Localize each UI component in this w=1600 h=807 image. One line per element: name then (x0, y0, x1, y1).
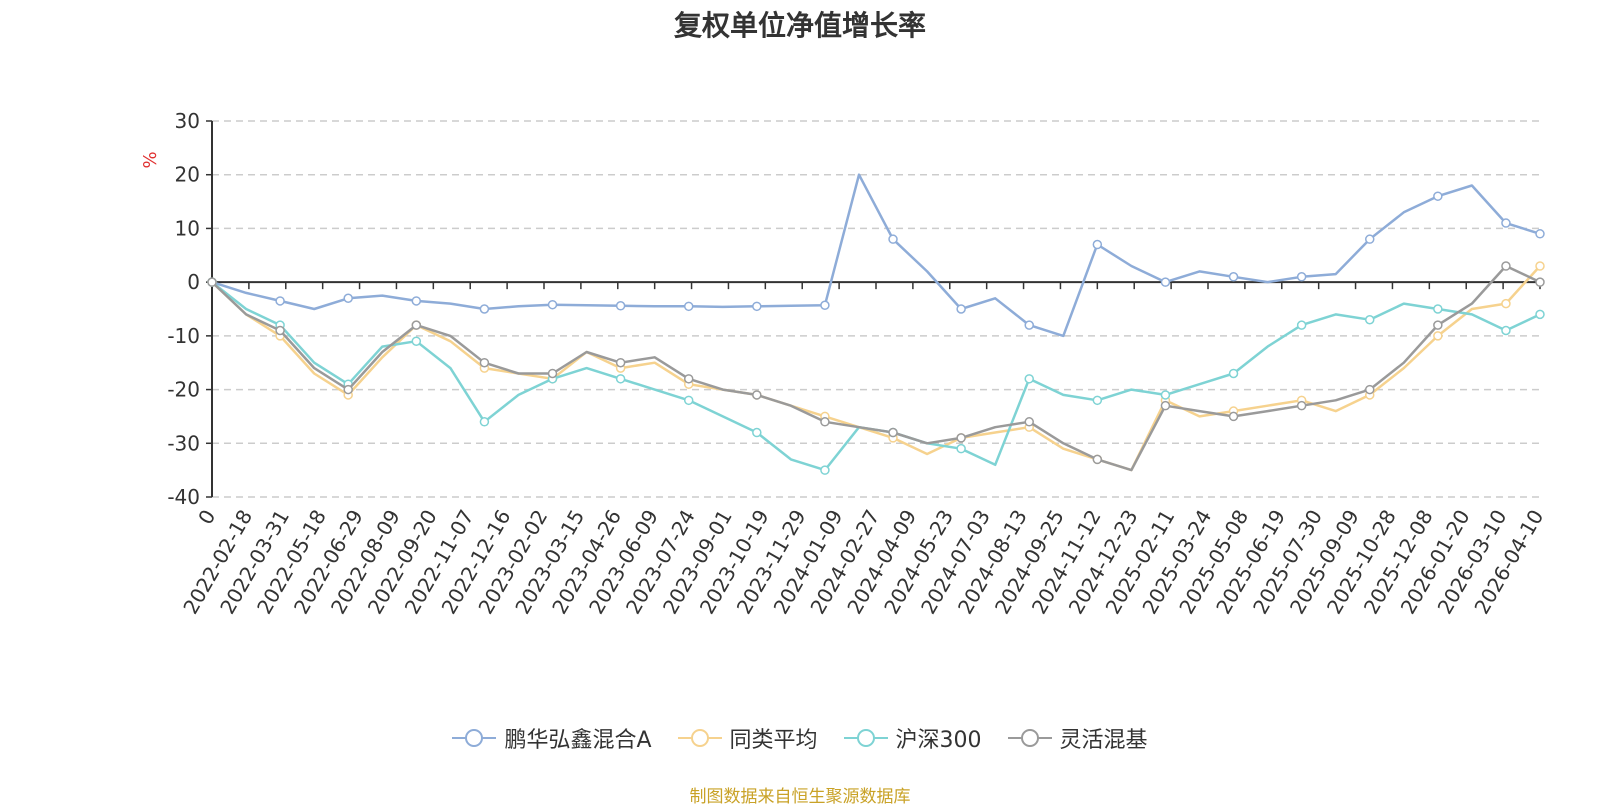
data-point[interactable] (1296, 272, 1307, 282)
data-point[interactable] (1092, 395, 1103, 406)
y-tick-label: 10 (175, 216, 200, 240)
legend-marker-peer-average (677, 729, 722, 747)
data-point[interactable] (888, 427, 898, 438)
data-point[interactable] (1501, 325, 1511, 336)
data-point[interactable] (683, 301, 694, 312)
data-point[interactable] (752, 390, 762, 400)
data-point[interactable] (1364, 314, 1375, 325)
data-point[interactable] (1501, 218, 1511, 228)
data-point[interactable] (1501, 298, 1511, 309)
data-point[interactable] (1296, 320, 1307, 330)
data-point[interactable] (1364, 384, 1375, 395)
series-line-1[interactable] (211, 265, 1541, 472)
data-point[interactable] (956, 433, 966, 443)
data-point[interactable] (207, 277, 217, 287)
data-point[interactable] (683, 374, 694, 384)
data-point[interactable] (1228, 272, 1239, 282)
data-point[interactable] (1535, 277, 1545, 287)
tick-label-layer: 3020100-10-20-30-4002022-02-182022-03-31… (167, 109, 1548, 618)
legend-item-csi300[interactable]: 沪深300 (843, 722, 982, 754)
legend-marker-fund (452, 729, 497, 747)
data-point[interactable] (888, 234, 898, 244)
data-point[interactable] (820, 465, 830, 475)
data-point[interactable] (615, 374, 626, 384)
data-point[interactable] (615, 301, 626, 311)
data-point[interactable] (479, 304, 490, 314)
legend-item-fund[interactable]: 鹏华弘鑫混合A (452, 722, 652, 754)
data-point[interactable] (752, 427, 762, 438)
data-point[interactable] (820, 417, 830, 427)
data-point[interactable] (1160, 400, 1171, 411)
data-point[interactable] (956, 304, 966, 314)
data-point[interactable] (479, 417, 490, 427)
data-point[interactable] (1228, 411, 1239, 422)
data-point[interactable] (1092, 454, 1103, 465)
legend: 鹏华弘鑫混合A 同类平均 沪深300 灵活混基 (0, 722, 1600, 754)
y-tick-label: 20 (175, 163, 200, 187)
series-line-2[interactable] (211, 281, 1541, 472)
data-point[interactable] (820, 300, 830, 310)
legend-marker-flexible-mixed (1007, 729, 1052, 747)
legend-item-flexible-mixed[interactable]: 灵活混基 (1007, 722, 1148, 754)
data-point[interactable] (615, 357, 626, 368)
data-point[interactable] (547, 368, 558, 379)
data-point[interactable] (547, 299, 558, 310)
data-point[interactable] (956, 443, 966, 454)
data-point[interactable] (343, 384, 353, 395)
data-point[interactable] (1296, 400, 1307, 411)
data-point[interactable] (1433, 331, 1443, 341)
y-tick-label: -10 (167, 324, 200, 348)
data-point[interactable] (683, 395, 694, 406)
legend-marker-csi300 (843, 729, 888, 747)
legend-label-peer-average: 同类平均 (729, 728, 818, 753)
legend-label-csi300: 沪深300 (895, 728, 982, 753)
data-point[interactable] (1160, 277, 1171, 287)
data-point[interactable] (411, 320, 422, 330)
axis-layer (206, 120, 1541, 498)
data-point[interactable] (1433, 304, 1443, 314)
series-line-3[interactable] (211, 264, 1541, 472)
data-point[interactable] (1364, 234, 1375, 244)
data-point[interactable] (1228, 368, 1239, 379)
data-point[interactable] (1433, 191, 1443, 201)
y-tick-label: -30 (167, 431, 200, 455)
legend-label-fund: 鹏华弘鑫混合A (504, 728, 652, 753)
data-point[interactable] (1092, 239, 1103, 250)
data-point[interactable] (411, 336, 422, 346)
data-point[interactable] (275, 325, 285, 336)
data-point[interactable] (479, 357, 490, 368)
x-tick-label: 0 (193, 506, 220, 529)
y-tick-label: 0 (187, 270, 200, 294)
legend-item-peer-average[interactable]: 同类平均 (677, 722, 818, 754)
data-point[interactable] (343, 293, 353, 304)
data-point[interactable] (1160, 390, 1171, 400)
chart-title: 复权单位净值增长率 (673, 9, 926, 42)
data-point[interactable] (411, 296, 422, 306)
data-point[interactable] (1024, 320, 1034, 330)
series-layer (207, 173, 1545, 475)
y-tick-label: -40 (167, 485, 200, 509)
data-point[interactable] (752, 301, 762, 312)
y-axis-label: % (140, 151, 161, 168)
data-point[interactable] (1535, 309, 1545, 320)
series-line-0[interactable] (211, 173, 1541, 338)
data-point[interactable] (1433, 320, 1443, 330)
data-point[interactable] (1024, 417, 1034, 427)
y-tick-label: 30 (175, 109, 200, 133)
grid-layer (212, 120, 1540, 498)
data-point[interactable] (1024, 374, 1034, 384)
data-point[interactable] (1535, 229, 1545, 239)
data-point[interactable] (1535, 261, 1545, 271)
y-tick-label: -20 (167, 378, 200, 402)
source-note: 制图数据来自恒生聚源数据库 (689, 787, 911, 807)
data-point[interactable] (1501, 261, 1511, 271)
legend-label-flexible-mixed: 灵活混基 (1059, 728, 1148, 753)
data-point[interactable] (275, 296, 285, 306)
